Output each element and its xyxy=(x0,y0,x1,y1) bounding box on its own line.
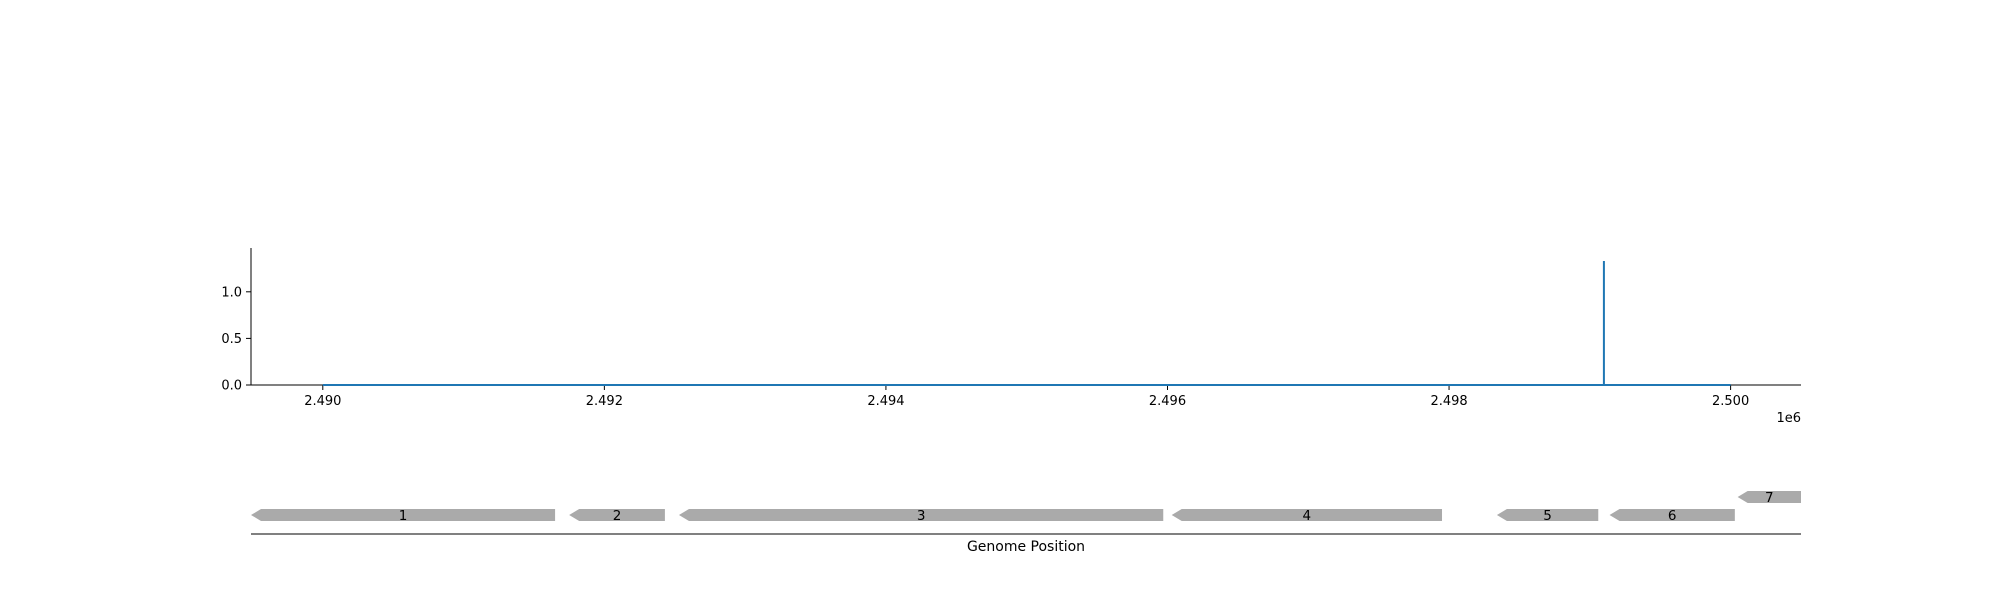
series-layer xyxy=(322,261,1731,386)
gene-feature-label: 7 xyxy=(1765,490,1774,506)
gene-feature-arrow xyxy=(251,509,556,521)
x-tick-label: 2.492 xyxy=(586,394,623,409)
gene-feature-label: 2 xyxy=(613,508,622,524)
y-tick-label: 0.0 xyxy=(221,379,242,394)
x-axis-exponent-label: 1e6 xyxy=(1776,411,1801,426)
x-axis-ticks: 2.490 2.492 2.494 2.496 2.498 2.500 xyxy=(304,385,1749,409)
gene-feature-arrow xyxy=(569,509,665,521)
y-tick-label: 0.5 xyxy=(221,332,242,347)
x-tick-label: 2.494 xyxy=(867,394,904,409)
gene-track-xlabel: Genome Position xyxy=(967,539,1085,555)
y-tick-label: 1.0 xyxy=(221,285,242,300)
gene-feature-label: 4 xyxy=(1303,508,1312,524)
x-tick-label: 2.490 xyxy=(304,394,341,409)
gene-feature-label: 3 xyxy=(917,508,926,524)
x-tick-label: 2.498 xyxy=(1430,394,1467,409)
gene-feature-arrow xyxy=(1737,491,1801,503)
series-line xyxy=(322,261,1731,386)
x-tick-label: 2.500 xyxy=(1712,394,1749,409)
y-axis-ticks: 0.0 0.5 1.0 xyxy=(221,285,251,394)
gene-track: 1 2 3 4 5 6 7 Genome Position xyxy=(251,490,1801,555)
signal-plot: 0.0 0.5 1.0 2.490 2.492 2.494 2.496 2.498 2.500… xyxy=(221,248,1801,426)
gene-features: 1 2 3 4 5 6 7 xyxy=(251,490,1801,524)
gene-feature-label: 5 xyxy=(1543,508,1552,524)
gene-feature-arrow xyxy=(1609,509,1735,521)
gene-feature-arrow xyxy=(678,509,1164,521)
gene-feature-arrow xyxy=(1171,509,1443,521)
gene-feature-label: 6 xyxy=(1668,508,1677,524)
gene-feature-arrow xyxy=(1496,509,1599,521)
x-tick-label: 2.496 xyxy=(1149,394,1186,409)
gene-feature-label: 1 xyxy=(399,508,408,524)
